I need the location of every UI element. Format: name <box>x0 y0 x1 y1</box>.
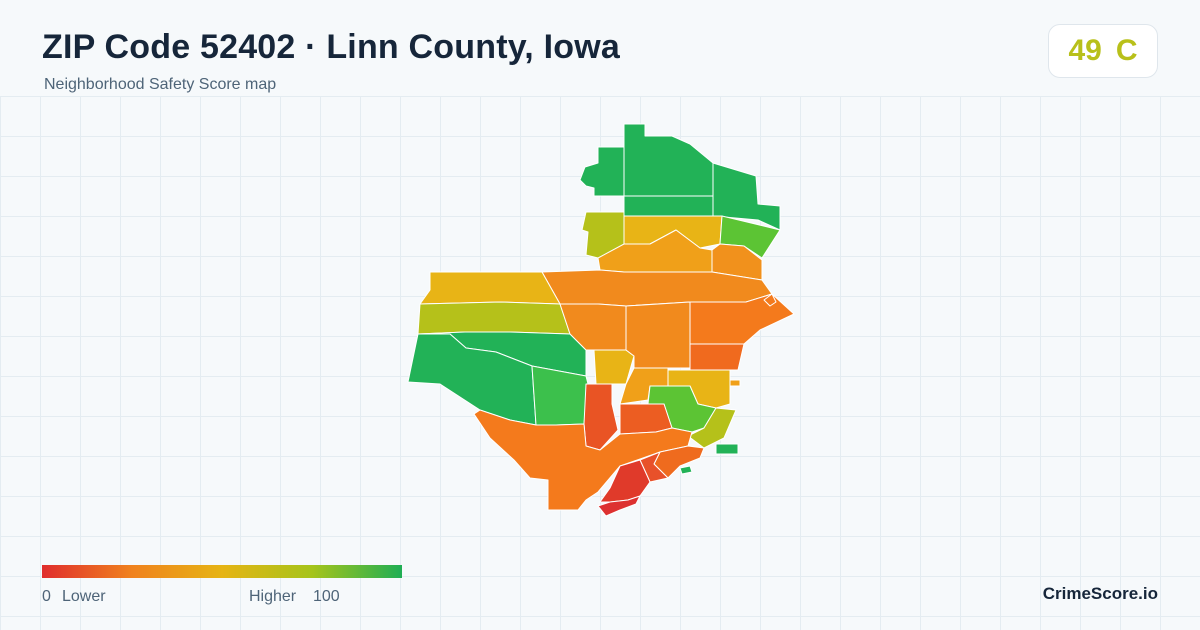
brand-logo-text: CrimeScore.io <box>1042 584 1158 603</box>
neighborhood-northeast-light-green <box>719 215 781 259</box>
neighborhood-north-west-green <box>579 146 625 197</box>
header <box>0 0 1200 96</box>
neighborhood-south-fragment-green <box>679 465 693 475</box>
neighborhood-east-orange <box>689 293 795 345</box>
legend-min-label: Lower <box>62 588 106 605</box>
legend-gradient-bar <box>42 565 402 578</box>
page-title: ZIP Code 52402 · Linn County, Iowa <box>42 28 620 66</box>
safety-score-value: 49 <box>1068 34 1102 67</box>
safety-grade-value: C <box>1115 34 1138 67</box>
legend-min-value: 0 <box>42 588 51 605</box>
legend-max-value: 100 <box>313 588 340 605</box>
neighborhood-east-fragment-amber <box>729 379 741 387</box>
neighborhood-center-orange <box>625 301 691 369</box>
neighborhood-east-fragment-green <box>715 443 739 455</box>
safety-score-badge: 49 C <box>1048 24 1158 78</box>
neighborhood-south-red-tip <box>597 495 641 517</box>
neighborhood-west-central-green <box>531 365 589 426</box>
neighborhood-west-yellow <box>419 271 561 305</box>
neighborhood-west-yellow-green <box>417 301 571 335</box>
neighborhood-center-yellow <box>593 349 635 385</box>
neighborhood-east-red-orange <box>689 343 745 371</box>
neighborhood-north-center-green <box>623 123 714 197</box>
page-subtitle: Neighborhood Safety Score map <box>44 76 277 93</box>
neighborhood-north-strip-green <box>623 195 714 217</box>
legend-max-label: Higher <box>249 588 297 605</box>
neighborhood-east-fragment-orange <box>763 293 777 307</box>
